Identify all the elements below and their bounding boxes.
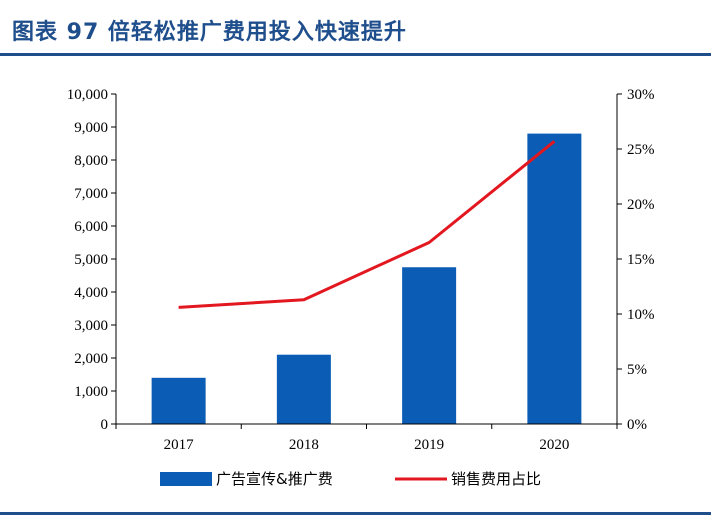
legend-bar-label: 广告宣传&推广费	[216, 470, 333, 488]
x-tick-label: 2019	[414, 437, 444, 453]
title-underline	[0, 53, 711, 56]
y-left-tick-label: 4,000	[74, 285, 108, 301]
bar-2017	[151, 377, 206, 424]
y-right-tick-label: 10%	[627, 307, 655, 323]
x-tick-label: 2018	[289, 437, 319, 453]
y-left-tick-label: 9,000	[74, 120, 108, 136]
y-left-tick-label: 3,000	[74, 318, 108, 334]
y-left-tick-label: 0	[101, 417, 109, 433]
y-right-tick-label: 25%	[627, 142, 655, 158]
bars-layer	[151, 133, 582, 424]
bottom-rule	[0, 512, 711, 515]
y-right-tick-label: 0%	[627, 417, 647, 433]
legend-bar-swatch	[160, 472, 212, 486]
y-left-tick-label: 2,000	[74, 351, 108, 367]
y-left-tick-label: 8,000	[74, 153, 108, 169]
figure-title: 图表 97 倍轻松推广费用投入快速提升	[12, 20, 407, 45]
ticks-layer: 0 1,000 2,000 3,000 4,000 5,000 6,000 7,000 8,00…	[67, 87, 655, 453]
bar-2020	[527, 133, 582, 424]
y-left-tick-label: 7,000	[74, 186, 108, 202]
legend: 广告宣传&推广费 销售费用占比	[160, 470, 541, 488]
y-right-tick-label: 20%	[627, 197, 655, 213]
y-left-tick-label: 1,000	[74, 384, 108, 400]
y-right-tick-label: 5%	[627, 362, 647, 378]
line-layer	[178, 140, 556, 309]
y-right-tick-label: 30%	[627, 87, 655, 103]
y-left-tick-label: 5,000	[74, 252, 108, 268]
ratio-line	[178, 140, 556, 309]
bar-2018	[276, 354, 331, 424]
y-left-tick-label: 6,000	[74, 219, 108, 235]
legend-line-label: 销售费用占比	[451, 470, 541, 488]
x-tick-label: 2017	[164, 437, 195, 453]
x-tick-label: 2020	[539, 437, 569, 453]
bar-2019	[402, 267, 457, 424]
y-right-tick-label: 15%	[627, 252, 655, 268]
y-left-tick-label: 10,000	[67, 87, 108, 103]
